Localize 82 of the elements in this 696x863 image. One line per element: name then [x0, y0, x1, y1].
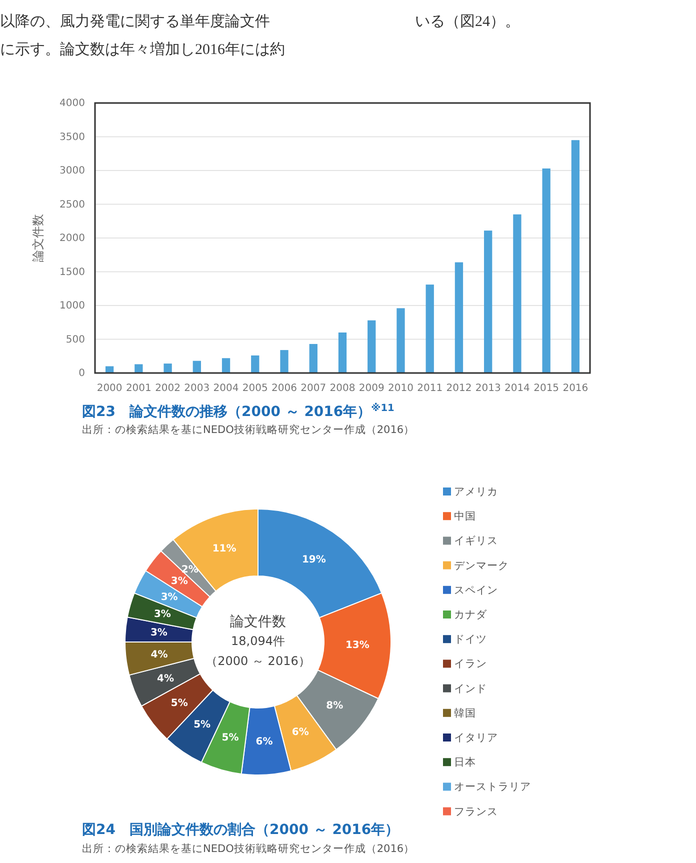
bar	[454, 262, 464, 373]
x-tick-label: 2004	[213, 383, 239, 394]
x-tick-label: 2013	[475, 383, 501, 394]
x-tick-label: 2006	[272, 383, 297, 394]
legend-label: 中国	[454, 509, 476, 522]
x-tick-label: 2005	[242, 383, 268, 394]
data-label: 13%	[345, 640, 370, 651]
data-label: 5%	[170, 698, 188, 709]
bar	[484, 230, 492, 373]
x-tick-label: 2014	[504, 383, 530, 394]
legend-label: インド	[454, 682, 487, 695]
y-tick-label: 2000	[60, 232, 85, 244]
y-tick-label: 4000	[60, 98, 85, 109]
bar	[338, 332, 347, 373]
bar	[164, 364, 172, 373]
legend-label: イラン	[454, 658, 487, 670]
data-label: 3%	[150, 627, 168, 638]
x-tick-label: 2007	[300, 383, 326, 394]
text: に示す。論文数は年々増加し2016年には約	[0, 41, 285, 58]
text: 以降の、風力発電に関する単年度論文件	[0, 13, 270, 30]
x-tick-label: 2009	[358, 383, 384, 394]
bar	[280, 350, 288, 373]
legend-label: フランス	[454, 806, 498, 818]
y-tick-label: 3500	[60, 131, 85, 142]
text: 図24 国別論文件数の割合（2000 ～ 2016年）	[82, 821, 400, 838]
text: 出所：の検索結果を基にNEDO技術戦略研究センター作成（2016）	[82, 423, 415, 436]
data-label: 3%	[154, 608, 171, 620]
y-tick-label: 1000	[60, 300, 85, 312]
text: 図23 論文件数の推移（2000 ～ 2016年）$^{※11}$	[82, 402, 395, 420]
bar	[309, 344, 318, 373]
x-tick-label: 2015	[534, 383, 560, 394]
x-tick-label: 2008	[330, 383, 356, 394]
x-tick-label: 2016	[562, 383, 588, 394]
data-label: 11%	[212, 543, 236, 554]
x-tick-label: 2010	[388, 383, 414, 394]
text: 出所：の検索結果を基にNEDO技術戦略研究センター作成（2016）	[82, 842, 415, 855]
data-label: 6%	[292, 726, 309, 738]
data-label: 5%	[222, 732, 239, 744]
x-tick-label: 2002	[155, 383, 181, 394]
y-axis-title: 論文件数	[31, 214, 45, 262]
bar	[251, 355, 260, 373]
legend-label: ドイツ	[454, 633, 487, 646]
x-tick-label: 2011	[417, 383, 443, 394]
legend-label: 日本	[454, 755, 476, 768]
y-tick-label: 1500	[60, 266, 85, 278]
x-tick-label: 2012	[446, 383, 472, 394]
data-label: 19%	[302, 554, 326, 566]
legend-label: アメリカ	[454, 486, 498, 498]
legend-label: 韓国	[454, 706, 476, 720]
bar	[368, 320, 376, 373]
legend-label: カナダ	[454, 608, 488, 621]
y-tick-label: 500	[66, 334, 85, 345]
bar	[192, 360, 201, 373]
bar	[426, 284, 434, 373]
legend-label: スペイン	[454, 584, 498, 596]
text: （2000 ～ 2016）	[206, 654, 310, 668]
data-label: 3%	[160, 592, 178, 603]
legend-label: デンマーク	[454, 560, 509, 572]
bar	[134, 364, 143, 373]
bar	[396, 308, 405, 373]
text: 18,094件	[231, 634, 285, 648]
data-label: 3%	[170, 576, 188, 587]
y-tick-label: 2500	[60, 198, 85, 210]
x-tick-label: 2000	[96, 383, 122, 394]
text: 論文件数	[230, 614, 286, 630]
bar	[542, 168, 550, 373]
bar	[513, 214, 522, 373]
data-label: 5%	[194, 719, 211, 730]
legend-label: イタリア	[454, 732, 498, 744]
text: いる（図24）。	[415, 14, 520, 30]
data-label: 4%	[156, 673, 174, 684]
data-label: 6%	[256, 736, 273, 748]
bar	[571, 140, 580, 373]
data-label: 4%	[150, 649, 168, 660]
legend-label: イギリス	[454, 535, 498, 548]
legend-label: オーストラリア	[454, 781, 531, 794]
y-tick-label: 0	[78, 368, 85, 379]
y-tick-label: 3000	[60, 165, 85, 176]
bar	[222, 358, 230, 373]
data-label: 8%	[326, 700, 344, 712]
x-tick-label: 2003	[184, 383, 210, 394]
x-tick-label: 2001	[126, 383, 152, 394]
